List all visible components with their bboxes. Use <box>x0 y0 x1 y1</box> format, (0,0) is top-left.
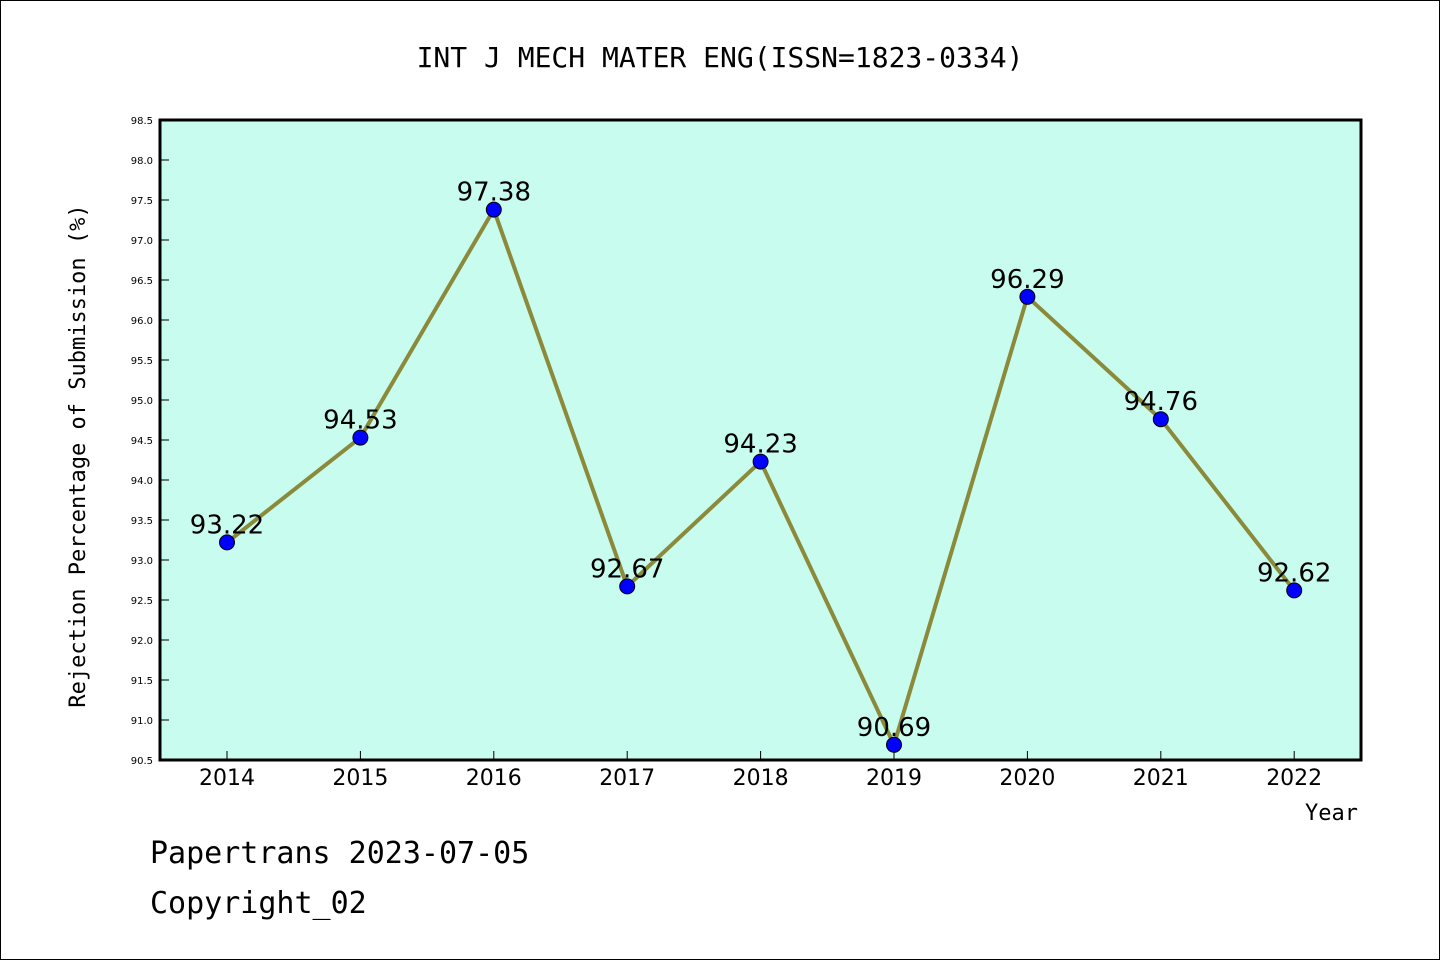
y-tick-label: 96.5 <box>131 276 153 287</box>
x-axis-label: Year <box>1305 801 1358 826</box>
data-label: 90.69 <box>857 713 931 743</box>
footer-copyright: Copyright_02 <box>150 886 367 921</box>
y-tick-label: 92.0 <box>131 636 153 647</box>
data-label: 96.29 <box>990 265 1064 295</box>
y-tick-label: 98.5 <box>131 116 153 127</box>
x-tick-label: 2017 <box>599 766 655 791</box>
data-label: 93.22 <box>190 510 264 540</box>
data-label: 94.23 <box>723 430 797 460</box>
data-label: 94.53 <box>323 406 397 436</box>
chart-title: INT J MECH MATER ENG(ISSN=1823-0334) <box>417 41 1024 74</box>
data-point <box>619 578 636 595</box>
data-label: 97.38 <box>457 178 531 208</box>
data-label: 92.67 <box>590 554 664 584</box>
data-point <box>886 736 902 753</box>
y-tick-label: 97.5 <box>131 196 153 207</box>
data-label: 94.76 <box>1124 387 1198 417</box>
y-tick-label: 90.5 <box>131 756 153 767</box>
y-tick-label: 97.0 <box>131 236 153 247</box>
data-point <box>1019 288 1036 305</box>
x-axis: 2014 2015 2016 2017 2018 2019 2020 2021 2022 <box>199 751 1322 791</box>
data-point <box>752 453 769 470</box>
y-tick-label: 91.0 <box>131 716 153 727</box>
data-labels: 93.22 94.53 97.38 92.67 94.23 90.69 96.29 94.76… <box>190 178 1332 743</box>
x-tick-label: 2020 <box>999 766 1055 791</box>
data-point <box>1152 411 1169 428</box>
y-tick-label: 95.5 <box>131 356 153 367</box>
x-tick-label: 2022 <box>1266 766 1322 791</box>
footer-date: Papertrans 2023-07-05 <box>150 836 529 871</box>
y-tick-label: 93.5 <box>131 516 153 527</box>
y-tick-label: 92.5 <box>131 596 153 607</box>
y-axis: 90.5 91.0 91.5 92.0 92.5 93.0 93.5 94.0 94.5 95.0… <box>131 116 169 767</box>
x-tick-label: 2021 <box>1133 766 1189 791</box>
y-tick-label: 95.0 <box>131 396 153 407</box>
y-tick-label: 98.0 <box>131 156 153 167</box>
x-tick-label: 2018 <box>733 766 789 791</box>
y-tick-label: 91.5 <box>131 676 153 687</box>
data-series <box>219 201 1303 753</box>
x-tick-label: 2019 <box>866 766 922 791</box>
data-point <box>219 534 235 551</box>
data-point <box>352 429 369 446</box>
data-point <box>485 201 502 218</box>
y-tick-label: 94.5 <box>131 436 153 447</box>
x-tick-label: 2016 <box>466 766 522 791</box>
data-label: 92.62 <box>1257 558 1331 588</box>
y-tick-label: 96.0 <box>131 316 153 327</box>
y-tick-label: 93.0 <box>131 556 153 567</box>
x-tick-label: 2014 <box>199 766 255 791</box>
data-point <box>1286 582 1303 599</box>
y-axis-label: Rejection Percentage of Submission (%) <box>66 204 91 707</box>
y-tick-label: 94.0 <box>131 476 153 487</box>
x-tick-label: 2015 <box>332 766 388 791</box>
